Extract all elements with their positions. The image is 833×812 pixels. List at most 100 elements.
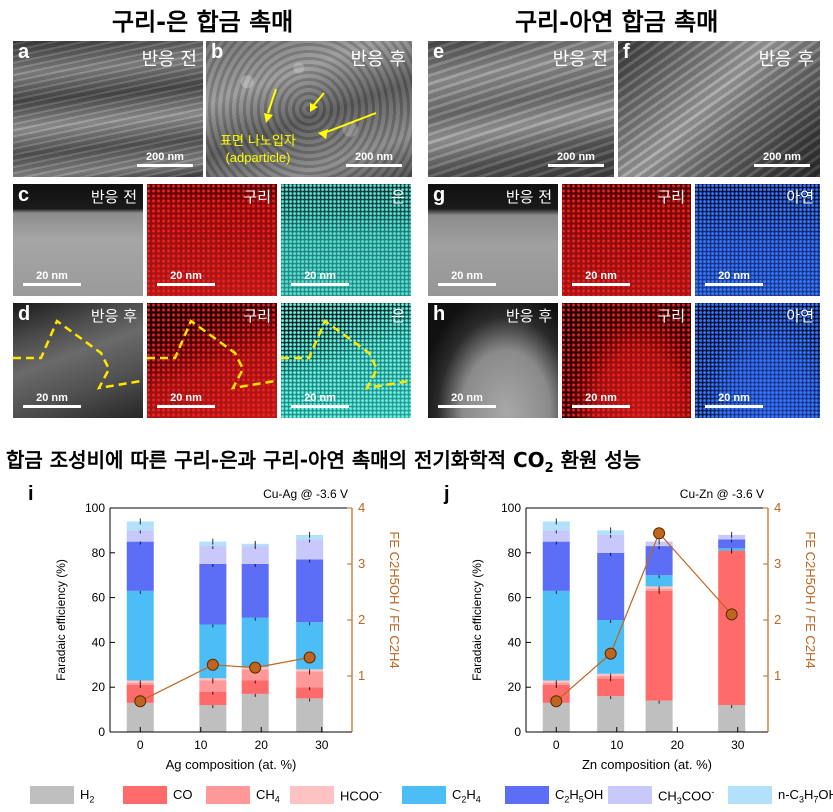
- bar-segment-C2H5OH: [718, 539, 746, 549]
- panel-caption: 반응 후: [505, 307, 552, 325]
- bar-stack: [241, 540, 269, 732]
- y-axis-label: Faradaic efficiency (%): [470, 559, 484, 681]
- scale-bar: 200 nm: [548, 151, 604, 167]
- scale-bar: 20 nm: [572, 392, 630, 408]
- legend-label: n-C3H7OH: [778, 787, 833, 805]
- bar-segment-C2H5OH: [542, 541, 570, 591]
- x-tick-label: 20: [671, 738, 685, 752]
- ratio-marker: [206, 658, 219, 671]
- eds-cu-map-c: 구리 20 nm: [147, 184, 277, 296]
- bar-segment-C2H5OH: [597, 552, 625, 620]
- condition-annotation: Cu-Ag @ -3.6 V: [263, 487, 348, 501]
- panel-caption: 반응 전: [505, 188, 552, 206]
- y-tick-label: 20: [508, 680, 522, 694]
- scale-bar: 20 nm: [157, 270, 215, 286]
- scale-bar: 20 nm: [705, 392, 763, 408]
- eds-cu-map-h: 구리 20 nm: [562, 303, 691, 418]
- legend-label: C2H4: [452, 787, 481, 805]
- bar-segment-C2H5OH: [241, 564, 269, 618]
- panel-label: b: [211, 41, 224, 63]
- y-tick-label: 100: [85, 501, 105, 515]
- scale-bar: 20 nm: [23, 392, 81, 408]
- bar-stack: [542, 518, 570, 732]
- chart-cu-ag: i Cu-Ag @ -3.6 V 0 20 40 60 80 100 0 10 20 30 1 2 3 4 Ag…: [28, 483, 402, 772]
- panel-caption: 반응 전: [552, 49, 608, 70]
- eds-zn-map-g: 아연 20 nm: [695, 184, 820, 296]
- y2-axis-label: FE C2H5OH / FE C2H4: [387, 531, 402, 668]
- panel-label: e: [433, 41, 445, 63]
- bar-segment-C2H4: [241, 617, 269, 668]
- panel-caption: 구리: [243, 307, 271, 325]
- y2-tick-label: 1: [774, 668, 781, 683]
- scale-bar: 20 nm: [291, 270, 349, 286]
- legend-swatch: [402, 786, 446, 804]
- legend-label: H2: [80, 787, 95, 805]
- eds-ag-map-d: 은 20 nm: [281, 303, 411, 418]
- panel-label: j: [443, 483, 450, 505]
- bar-stack: [296, 531, 324, 732]
- bar-segment-CO: [296, 687, 324, 699]
- eds-ag-map-c: 은 20 nm: [281, 184, 411, 296]
- bar-segment-C2H5OH: [199, 564, 227, 625]
- panel-label: g: [433, 184, 446, 206]
- scale-bar: 200 nm: [137, 151, 193, 167]
- y-tick-label: 60: [508, 591, 522, 605]
- y2-tick-label: 4: [774, 500, 781, 515]
- panel-caption: 은: [391, 307, 405, 325]
- bar-stack: [199, 538, 227, 732]
- bar-segment-nC3H7OH: [542, 521, 570, 531]
- panel-label: i: [28, 483, 34, 505]
- scale-bar: 20 nm: [291, 392, 349, 408]
- bar-segment-CH4: [241, 669, 269, 681]
- scale-bar: 20 nm: [438, 270, 496, 286]
- sem-panel-e: e 반응 전 200 nm: [428, 41, 614, 177]
- adparticle-annotation: 표면 나노입자 (adparticle): [220, 134, 296, 165]
- bar-segment-H2: [718, 705, 746, 732]
- panel-caption: 구리: [657, 307, 685, 325]
- sem-panel-b: b 반응 후 표면 나노입자 (adparticle) 200 nm: [206, 41, 412, 177]
- scale-bar: 20 nm: [705, 270, 763, 286]
- title-cu-ag: 구리-은 합금 촉매: [112, 8, 294, 36]
- x-tick-label: 0: [137, 738, 144, 752]
- legend-swatch: [30, 786, 74, 804]
- tem-panel-h: h 반응 후 20 nm: [428, 303, 558, 418]
- y2-tick-label: 3: [358, 556, 365, 571]
- ratio-line: [139, 656, 310, 702]
- y2-tick-label: 2: [774, 612, 781, 627]
- panel-caption: 구리: [243, 188, 271, 206]
- x-tick-label: 20: [255, 738, 269, 752]
- legend-label: CH3COO-: [658, 787, 715, 806]
- x-axis-label: Ag composition (at. %): [166, 757, 297, 772]
- panel-caption: 구리: [657, 188, 685, 206]
- panel-label: h: [433, 303, 446, 325]
- legend-label: C2H5OH: [555, 787, 604, 805]
- panel-caption: 반응 전: [141, 49, 197, 70]
- ratio-marker: [550, 695, 563, 708]
- panel-caption: 반응 후: [90, 307, 137, 325]
- tem-panel-g: g 반응 전 20 nm: [428, 184, 558, 296]
- bar-stack: [645, 538, 673, 732]
- bar-segment-CH4: [296, 671, 324, 688]
- y-tick-label: 80: [508, 546, 522, 560]
- performance-title: 합금 조성비에 따른 구리-은과 구리-아연 촉매의 전기화학적 CO2 환원 …: [6, 448, 642, 476]
- bar-segment-H2: [645, 700, 673, 732]
- boundary-dashed-line: [147, 319, 276, 390]
- tem-panel-c: c 반응 전 20 nm: [13, 184, 143, 296]
- bar-segment-C2H4: [645, 575, 673, 587]
- y2-tick-label: 2: [358, 612, 365, 627]
- legend-label: CO: [173, 787, 193, 802]
- bar-segment-H2: [597, 696, 625, 732]
- y-tick-label: 40: [92, 635, 106, 649]
- boundary-dashed-line: [13, 319, 142, 390]
- legend-label: CH4: [256, 787, 280, 805]
- bar-segment-CO: [542, 684, 570, 703]
- ratio-marker: [604, 647, 617, 660]
- bar-segment-CH3COO: [296, 539, 324, 560]
- y2-tick-label: 3: [774, 556, 781, 571]
- y-tick-label: 80: [92, 546, 106, 560]
- bar-segment-C2H4: [597, 620, 625, 674]
- scale-bar: 20 nm: [23, 270, 81, 286]
- legend-swatch: [728, 786, 772, 804]
- bar-segment-CO: [645, 590, 673, 701]
- ratio-marker: [249, 661, 262, 674]
